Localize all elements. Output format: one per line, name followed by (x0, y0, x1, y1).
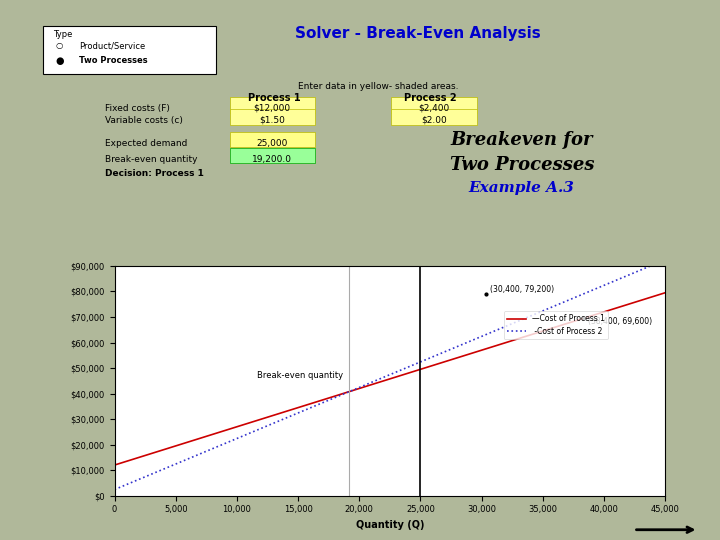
FancyBboxPatch shape (43, 26, 215, 74)
Text: Fixed costs (F): Fixed costs (F) (105, 104, 170, 113)
Text: Expected demand: Expected demand (105, 139, 187, 148)
Text: $2,400: $2,400 (418, 104, 449, 113)
FancyBboxPatch shape (392, 97, 477, 113)
Text: 25,000: 25,000 (256, 139, 288, 148)
Text: Break-even quantity: Break-even quantity (105, 155, 197, 164)
Text: Process 1: Process 1 (248, 93, 300, 103)
Text: Two Processes: Two Processes (449, 156, 594, 174)
FancyBboxPatch shape (230, 97, 315, 113)
Text: $2.00: $2.00 (421, 116, 446, 125)
FancyBboxPatch shape (230, 109, 315, 125)
Text: Break-even quantity: Break-even quantity (257, 372, 343, 380)
Text: ○: ○ (56, 41, 63, 50)
X-axis label: Quantity (Q): Quantity (Q) (356, 520, 424, 530)
Text: ●: ● (56, 56, 64, 66)
Text: $12,000: $12,000 (253, 104, 291, 113)
Text: Product/Service: Product/Service (78, 42, 145, 51)
Text: Two Processes: Two Processes (78, 56, 148, 65)
Text: (30,400, 79,200): (30,400, 79,200) (490, 285, 554, 294)
Text: Solver - Break-Even Analysis: Solver - Break-Even Analysis (294, 26, 541, 41)
Text: 19,200.0: 19,200.0 (252, 155, 292, 164)
Text: (38,400, 69,600): (38,400, 69,600) (588, 318, 652, 326)
Text: $1.50: $1.50 (259, 116, 285, 125)
FancyBboxPatch shape (392, 109, 477, 125)
Text: Example A.3: Example A.3 (469, 181, 575, 195)
Legend: —Cost of Process 1,  -Cost of Process 2: —Cost of Process 1, -Cost of Process 2 (504, 311, 608, 339)
Text: Type: Type (53, 30, 72, 39)
Text: Enter data in yellow- shaded areas.: Enter data in yellow- shaded areas. (298, 82, 459, 91)
Text: Decision: Process 1: Decision: Process 1 (105, 169, 204, 178)
Text: Variable costs (c): Variable costs (c) (105, 116, 183, 125)
FancyBboxPatch shape (230, 148, 315, 164)
Text: Process 2: Process 2 (404, 93, 457, 103)
FancyBboxPatch shape (230, 132, 315, 147)
Text: Breakeven for: Breakeven for (451, 131, 593, 149)
